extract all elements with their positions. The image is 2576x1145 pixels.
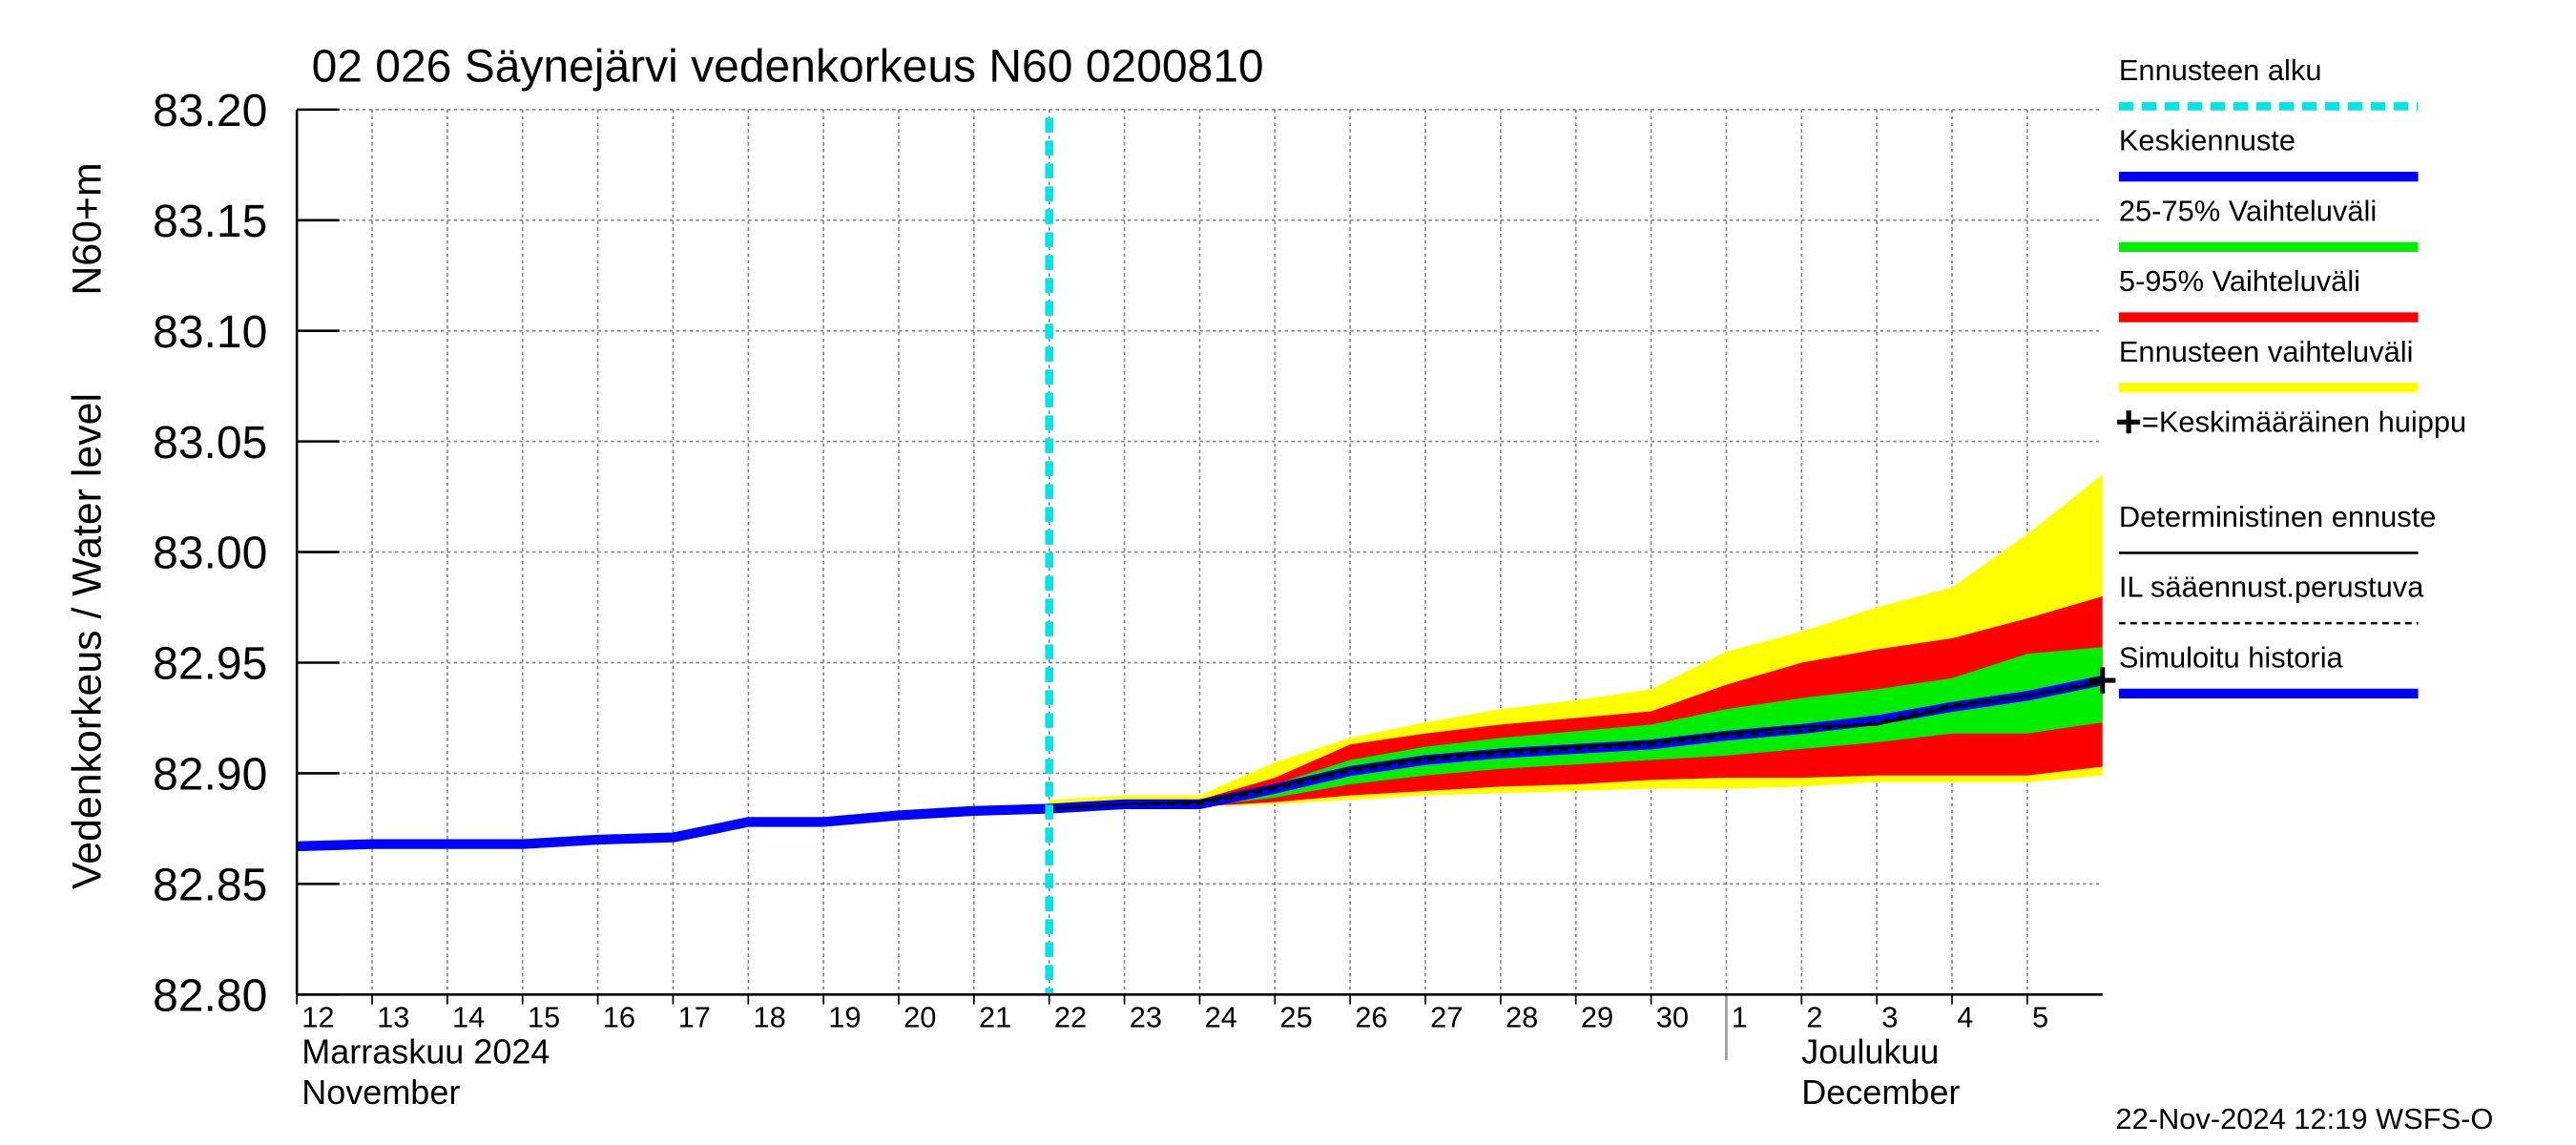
y-tick-label: 83.15 <box>153 197 267 247</box>
legend-label: Deterministinen ennuste <box>2119 500 2437 533</box>
x-tick-label: 25 <box>1279 1001 1312 1034</box>
x-tick-label: 15 <box>528 1001 560 1034</box>
x-tick-label: 17 <box>678 1001 711 1034</box>
month-label: Marraskuu 2024 <box>301 1031 550 1071</box>
series-line <box>1049 681 2103 810</box>
x-tick-label: 24 <box>1205 1001 1237 1034</box>
x-tick-label: 14 <box>452 1001 485 1034</box>
footer: 22-Nov-2024 12:19 WSFS-O <box>2115 1102 2493 1135</box>
legend-label: Ennusteen vaihteluväli <box>2119 335 2414 368</box>
peak-marker <box>2089 667 2116 694</box>
band-area <box>1049 595 2103 809</box>
y-tick-label: 82.95 <box>153 639 267 690</box>
y-tick-label: 83.00 <box>153 529 267 579</box>
x-tick-label: 18 <box>753 1001 785 1034</box>
x-tick-label: 20 <box>904 1001 936 1034</box>
x-tick-label: 27 <box>1430 1001 1463 1034</box>
x-tick-label: 23 <box>1130 1001 1162 1034</box>
x-tick-label: 22 <box>1054 1001 1087 1034</box>
series-line <box>1049 678 2103 810</box>
legend-label: IL sääennust.perustuva <box>2119 571 2424 604</box>
legend-label: 5-95% Vaihteluväli <box>2119 264 2360 298</box>
x-tick-label: 2 <box>1806 1001 1822 1034</box>
y-tick-label: 82.85 <box>153 861 267 911</box>
y-tick-label: 83.20 <box>153 86 267 136</box>
x-tick-label: 3 <box>1881 1001 1898 1034</box>
legend-swatch <box>2117 410 2141 434</box>
y-tick-label: 83.10 <box>153 307 267 358</box>
x-tick-label: 5 <box>2032 1001 2048 1034</box>
x-tick-label: 19 <box>828 1001 861 1034</box>
legend-label: 25-75% Vaihteluväli <box>2119 194 2377 227</box>
y-tick-label: 82.90 <box>153 750 267 801</box>
x-tick-label: 16 <box>603 1001 635 1034</box>
x-tick-label: 28 <box>1506 1001 1538 1034</box>
x-tick-label: 4 <box>1957 1001 1973 1034</box>
legend-label: Simuloitu historia <box>2119 640 2344 674</box>
x-tick-label: 13 <box>377 1001 409 1034</box>
x-tick-label: 30 <box>1656 1001 1689 1034</box>
x-tick-label: 1 <box>1732 1001 1748 1034</box>
x-tick-label: 26 <box>1355 1001 1387 1034</box>
legend-label: =Keskimääräinen huippu <box>2142 406 2466 439</box>
x-tick-label: 29 <box>1581 1001 1613 1034</box>
legend-label: Ennusteen alku <box>2119 53 2322 87</box>
series-line <box>296 803 1049 852</box>
month-label: December <box>1801 1072 1960 1112</box>
chart-title: 02 026 Säynejärvi vedenkorkeus N60 02008… <box>312 42 1264 93</box>
month-label: Joulukuu <box>1801 1031 1939 1071</box>
y-axis-label: Vedenkorkeus / Water level <box>64 393 110 889</box>
legend-label: Keskiennuste <box>2119 124 2296 157</box>
band-area <box>1049 647 2103 809</box>
y-tick-label: 83.05 <box>153 418 267 468</box>
x-tick-label: 12 <box>301 1001 334 1034</box>
x-tick-label: 21 <box>979 1001 1011 1034</box>
month-label: November <box>301 1072 460 1112</box>
y-tick-label: 82.80 <box>153 970 267 1021</box>
y-axis-unit: N60+m <box>64 162 110 295</box>
